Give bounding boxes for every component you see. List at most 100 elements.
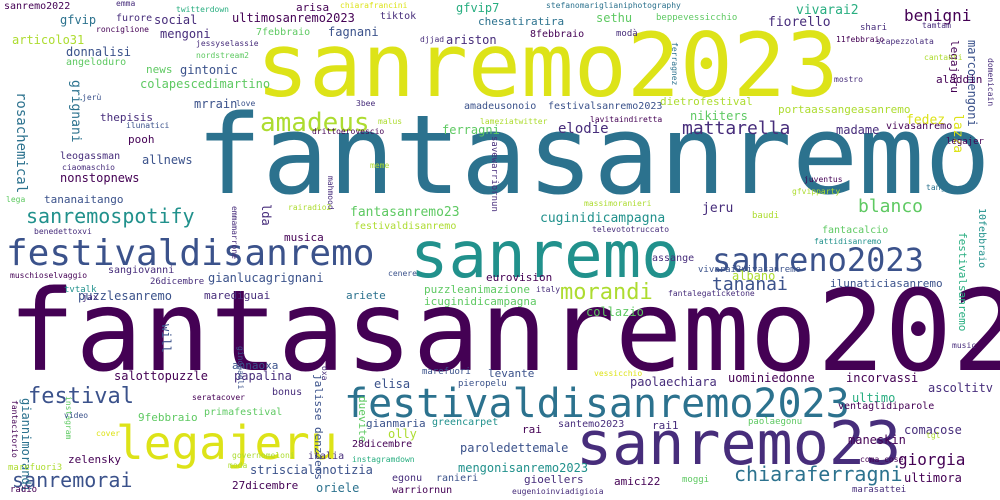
- word: mengonisanremo2023: [458, 461, 589, 475]
- word: incorvassi: [846, 371, 919, 385]
- word: lda: [259, 204, 273, 226]
- word: sethu: [596, 11, 633, 25]
- word: tananaitango: [44, 193, 124, 206]
- word: ranieri: [436, 473, 479, 484]
- word: 9febbraio: [138, 411, 198, 424]
- word: sanremo2023: [256, 14, 839, 117]
- word: amadeus: [260, 108, 370, 138]
- word: paroledettemale: [460, 441, 569, 455]
- word: nonstopnews: [60, 171, 140, 185]
- word: 3bee: [356, 99, 376, 108]
- word: beppevessicchio: [656, 13, 738, 23]
- word: 27dicembre: [232, 479, 299, 492]
- word: giannimorandi: [19, 398, 33, 492]
- word: italia: [308, 451, 345, 462]
- word: ronciglione: [96, 25, 149, 34]
- word: emmamarrone: [230, 206, 239, 259]
- word: emma: [116, 0, 136, 8]
- word: mengoni: [160, 27, 211, 41]
- word: paolaechiara: [630, 375, 717, 389]
- word: zelensky: [68, 453, 121, 466]
- word: festivaldisanremo: [6, 233, 375, 274]
- word: ilunaticiasanremo: [830, 277, 943, 290]
- word: gfvipparty: [792, 187, 841, 196]
- word: gianlucagrignani: [208, 271, 324, 285]
- word: nikiters: [690, 109, 748, 123]
- word: fantalegaticketone: [668, 289, 755, 298]
- word: rai1: [652, 419, 679, 432]
- word: modà: [616, 29, 638, 39]
- word: cenere: [388, 269, 417, 278]
- word: mattarella: [682, 118, 791, 139]
- word: ferragni: [442, 123, 500, 137]
- word: cover: [96, 429, 121, 438]
- word: 10febbraio: [976, 208, 987, 269]
- word: will: [159, 324, 173, 353]
- word: aladdin: [936, 73, 983, 86]
- word: savewarriornun: [489, 136, 499, 212]
- word: gfvip: [60, 13, 97, 27]
- word: moda: [228, 461, 248, 470]
- word: ultimosanremo2023: [232, 11, 355, 25]
- word: televototruccato: [592, 225, 670, 234]
- word: donnalisi: [66, 45, 132, 59]
- word: angeloduro: [66, 57, 127, 68]
- word: tango: [926, 183, 951, 192]
- word: arisa: [296, 1, 330, 14]
- word: instagramdown: [352, 455, 415, 464]
- word: levante: [488, 367, 535, 380]
- word: ilunatici: [126, 121, 170, 130]
- word: chesatiratira: [478, 15, 565, 28]
- word: lazza: [950, 114, 965, 154]
- word: marefuori3: [8, 463, 63, 473]
- word: fiorello: [768, 15, 831, 30]
- word: salottopuzzle: [114, 369, 208, 383]
- word: articolo31: [12, 33, 85, 47]
- word: music: [952, 341, 977, 350]
- word: ciaomaschio: [62, 163, 115, 172]
- word: collazio: [586, 305, 644, 319]
- word: 8febbraio: [530, 29, 585, 40]
- word: news: [146, 63, 173, 76]
- word: greencarpet: [432, 417, 499, 428]
- word: icuginidicampagna: [424, 295, 537, 308]
- word: furore: [116, 13, 153, 24]
- word: baudi: [752, 211, 780, 221]
- word: malus: [378, 117, 403, 126]
- word: fantasanremo2023: [8, 267, 1000, 397]
- word: rosachemical: [13, 92, 29, 194]
- word: fattidisanremo: [814, 237, 882, 246]
- word: puzzleanimazione: [424, 283, 530, 296]
- word: djjad: [420, 35, 445, 44]
- word: pieropelu: [458, 379, 507, 389]
- word: vivarai2: [796, 3, 859, 18]
- word: musica: [284, 231, 324, 244]
- word: eugenioinviadigioia: [512, 487, 604, 496]
- word: italy: [536, 285, 561, 294]
- word: duevite: [356, 396, 369, 443]
- word: stefanomariglianiphotography: [546, 1, 681, 10]
- word: festivaldisanremo2023: [344, 381, 850, 427]
- word: ascoltitv: [928, 381, 994, 395]
- word: jessyselassie: [196, 39, 259, 48]
- word: warriornun: [392, 485, 453, 496]
- word: marefuori: [422, 367, 471, 377]
- word: maneskin: [848, 433, 906, 447]
- word: olly: [388, 427, 417, 441]
- word: pooh: [128, 133, 155, 146]
- word: shari: [860, 23, 888, 33]
- word: fantasanremo: [196, 91, 991, 219]
- word: cuginidicampagna: [540, 211, 666, 226]
- word: sangiovanni: [108, 265, 175, 276]
- word: benedettoxvi: [34, 227, 92, 236]
- word: primafestival: [204, 407, 283, 418]
- word: ventaglidiparole: [838, 401, 935, 412]
- word: fantacitorio: [10, 400, 19, 458]
- word: sanremo: [410, 219, 680, 293]
- word: jalisse denzzers: [312, 374, 325, 480]
- word: ariston: [446, 33, 497, 47]
- word: marasattei: [852, 485, 907, 495]
- word: chiarafrancini: [340, 1, 408, 10]
- word: festival: [28, 384, 134, 409]
- word: fantacalcio: [822, 225, 889, 236]
